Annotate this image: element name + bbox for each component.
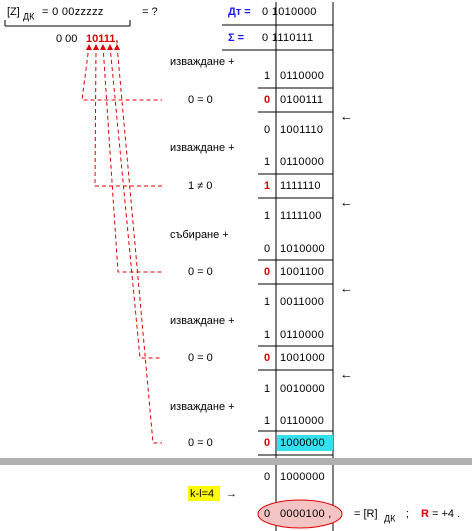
shift-arrow: ←: [340, 108, 353, 123]
bits: 1111110: [280, 180, 321, 192]
comparison: 0 = 0: [188, 94, 213, 106]
shift-arrow: ←: [340, 280, 353, 295]
sign-bit: 0: [264, 94, 270, 106]
bits: 1000000: [280, 471, 325, 483]
semicolon: ;: [406, 508, 409, 520]
operation: изваждане +: [170, 401, 235, 413]
sign-bit: 1: [264, 329, 270, 341]
shift-arrow: ←: [340, 366, 353, 381]
comparison: 0 = 0: [188, 266, 213, 278]
sign-bit: 0: [264, 471, 270, 483]
arrow: →: [226, 488, 237, 500]
result-prefix: 0 00: [56, 33, 77, 45]
comparison: 0 = 0: [188, 352, 213, 364]
z-sub: ДК: [23, 11, 35, 21]
highlight: [188, 486, 220, 501]
bits: 0010000: [280, 383, 325, 395]
sign-bit: 1: [264, 70, 270, 82]
sign-bit: 1: [264, 415, 270, 427]
link-arrowhead: [93, 44, 99, 50]
bits: 0011000: [280, 296, 324, 308]
eq-sub: ДК: [384, 513, 396, 523]
sign-bit: 0: [264, 352, 270, 364]
operation: изваждане +: [170, 315, 235, 327]
sign-bit: 1: [264, 296, 270, 308]
separator-band: [0, 458, 472, 465]
sign-bit: 0: [264, 243, 270, 255]
bits: 1001000: [280, 352, 325, 364]
bits: 1001100: [280, 266, 324, 278]
bits: 1010000: [280, 243, 325, 255]
operation: изваждане +: [170, 56, 235, 68]
sign-bit: 0: [264, 266, 270, 278]
sigma-label: Σ =: [228, 32, 244, 44]
operation: събиране +: [170, 229, 229, 241]
sigma-value: 0 1110111: [262, 32, 313, 44]
link-line: [109, 45, 162, 359]
bits: 1000000: [280, 437, 325, 449]
sign-bit: 1: [264, 180, 270, 192]
result-ellipse: [257, 499, 343, 529]
sign-bit: 1: [264, 383, 270, 395]
final-sign: 0: [264, 508, 270, 520]
dt-value: 0 1010000: [262, 6, 317, 18]
eq: = [R]: [354, 508, 378, 520]
operation: изваждане +: [170, 142, 235, 154]
r-label: R: [421, 508, 429, 520]
link-line: [94, 45, 162, 187]
z-question: = ?: [142, 6, 158, 18]
link-arrowhead: [107, 44, 113, 50]
bits: 0110000: [280, 415, 324, 427]
link-line: [81, 45, 162, 101]
dt-label: Дт =: [228, 6, 251, 18]
bits: 1111100: [280, 210, 322, 222]
kl-label: k-l=4: [190, 488, 214, 500]
final-value: 0000100 ,: [280, 508, 332, 520]
link-line: [116, 45, 162, 444]
bits: 0110000: [280, 329, 324, 341]
link-line: [102, 45, 162, 273]
bits: 0110000: [280, 156, 324, 168]
comparison: 1 ≠ 0: [188, 180, 212, 192]
link-arrowhead: [86, 44, 92, 50]
sign-bit: 0: [264, 437, 270, 449]
bits: 0100111: [280, 94, 323, 106]
sign-bit: 1: [264, 156, 270, 168]
bits: 1001110: [280, 124, 323, 136]
result-digits: 10111,: [86, 33, 118, 45]
z-eq: = 0 00zzzzz: [42, 6, 104, 18]
sign-bit: 1: [264, 210, 270, 222]
link-arrowhead: [114, 44, 120, 50]
r-value: = +4 .: [432, 508, 460, 520]
comparison: 0 = 0: [188, 437, 213, 449]
z-label: [Z]: [7, 6, 20, 18]
shift-arrow: ←: [340, 194, 353, 209]
bits: 0110000: [280, 70, 324, 82]
link-arrowhead: [100, 44, 106, 50]
highlight: [277, 435, 333, 451]
sign-bit: 0: [264, 124, 270, 136]
